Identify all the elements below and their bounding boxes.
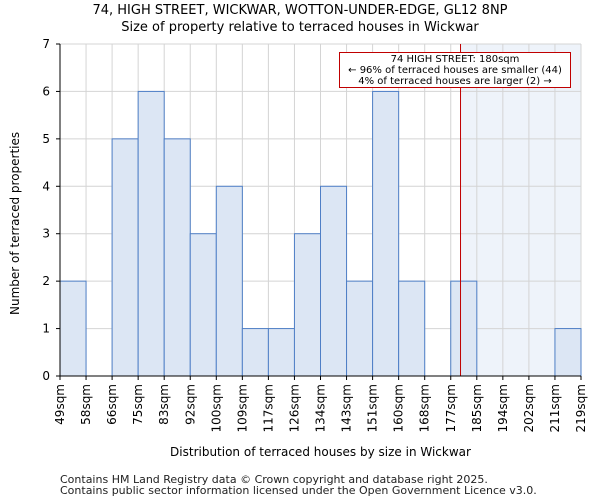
histogram-bar [320, 185, 348, 377]
y-tick-label: 2 [42, 274, 50, 288]
histogram-bar [372, 90, 400, 377]
annotation-line-1: 74 HIGH STREET: 180sqm [390, 54, 520, 65]
histogram-bar [111, 138, 139, 377]
x-tick-label: 117sqm [261, 384, 275, 432]
y-tick-label: 0 [42, 369, 50, 383]
x-tick-label: 194sqm [496, 384, 510, 432]
x-tick-label: 58sqm [79, 384, 93, 425]
histogram-bar [450, 280, 478, 377]
x-tick-label: 177sqm [444, 384, 458, 432]
chart-title: 74, HIGH STREET, WICKWAR, WOTTON-UNDER-E… [92, 3, 508, 18]
y-tick-label: 7 [42, 37, 50, 51]
x-tick-label: 151sqm [366, 384, 380, 432]
histogram-bar [163, 138, 191, 377]
x-tick-label: 126sqm [287, 384, 301, 432]
x-axis-label: Distribution of terraced houses by size … [170, 445, 471, 459]
histogram-bar [554, 328, 582, 377]
x-tick-label: 66sqm [105, 384, 119, 425]
x-tick-label: 75sqm [131, 384, 145, 425]
histogram-bar [398, 280, 426, 377]
x-tick-label: 202sqm [522, 384, 536, 432]
x-tick-label: 160sqm [392, 384, 406, 432]
property-annotation-box: 74 HIGH STREET: 180sqm ← 96% of terraced… [339, 52, 571, 88]
histogram-bar [241, 328, 269, 377]
histogram-bar [267, 328, 295, 377]
histogram-bar [346, 280, 374, 377]
highlight-region [460, 44, 581, 376]
x-tick-label: 109sqm [235, 384, 249, 432]
annotation-line-2: ← 96% of terraced houses are smaller (44… [348, 65, 562, 76]
footer-line-2: Contains public sector information licen… [60, 484, 537, 497]
x-tick-label: 49sqm [53, 384, 67, 425]
y-tick-label: 6 [42, 84, 50, 98]
y-tick-label: 3 [42, 227, 50, 241]
y-tick-label: 4 [42, 179, 50, 193]
y-axis-label: Number of terraced properties [8, 131, 22, 315]
x-tick-label: 168sqm [418, 384, 432, 432]
histogram-bar [215, 185, 243, 377]
x-tick-label: 92sqm [183, 384, 197, 425]
x-tick-label: 219sqm [574, 384, 588, 432]
x-tick-label: 134sqm [314, 384, 328, 432]
histogram-bar [189, 233, 217, 377]
histogram-bar [137, 90, 165, 377]
x-tick-label: 211sqm [548, 384, 562, 432]
histogram-bar [59, 280, 87, 377]
y-tick-label: 5 [42, 132, 50, 146]
histogram-bar [293, 233, 322, 377]
y-tick-label: 1 [42, 322, 50, 336]
chart-subtitle: Size of property relative to terraced ho… [121, 20, 479, 35]
x-tick-label: 143sqm [340, 384, 354, 432]
x-tick-label: 83sqm [157, 384, 171, 425]
x-tick-label: 100sqm [209, 384, 223, 432]
annotation-line-3: 4% of terraced houses are larger (2) → [358, 76, 552, 87]
footer-line-1: Contains HM Land Registry data © Crown c… [60, 473, 488, 486]
x-tick-label: 185sqm [470, 384, 484, 432]
